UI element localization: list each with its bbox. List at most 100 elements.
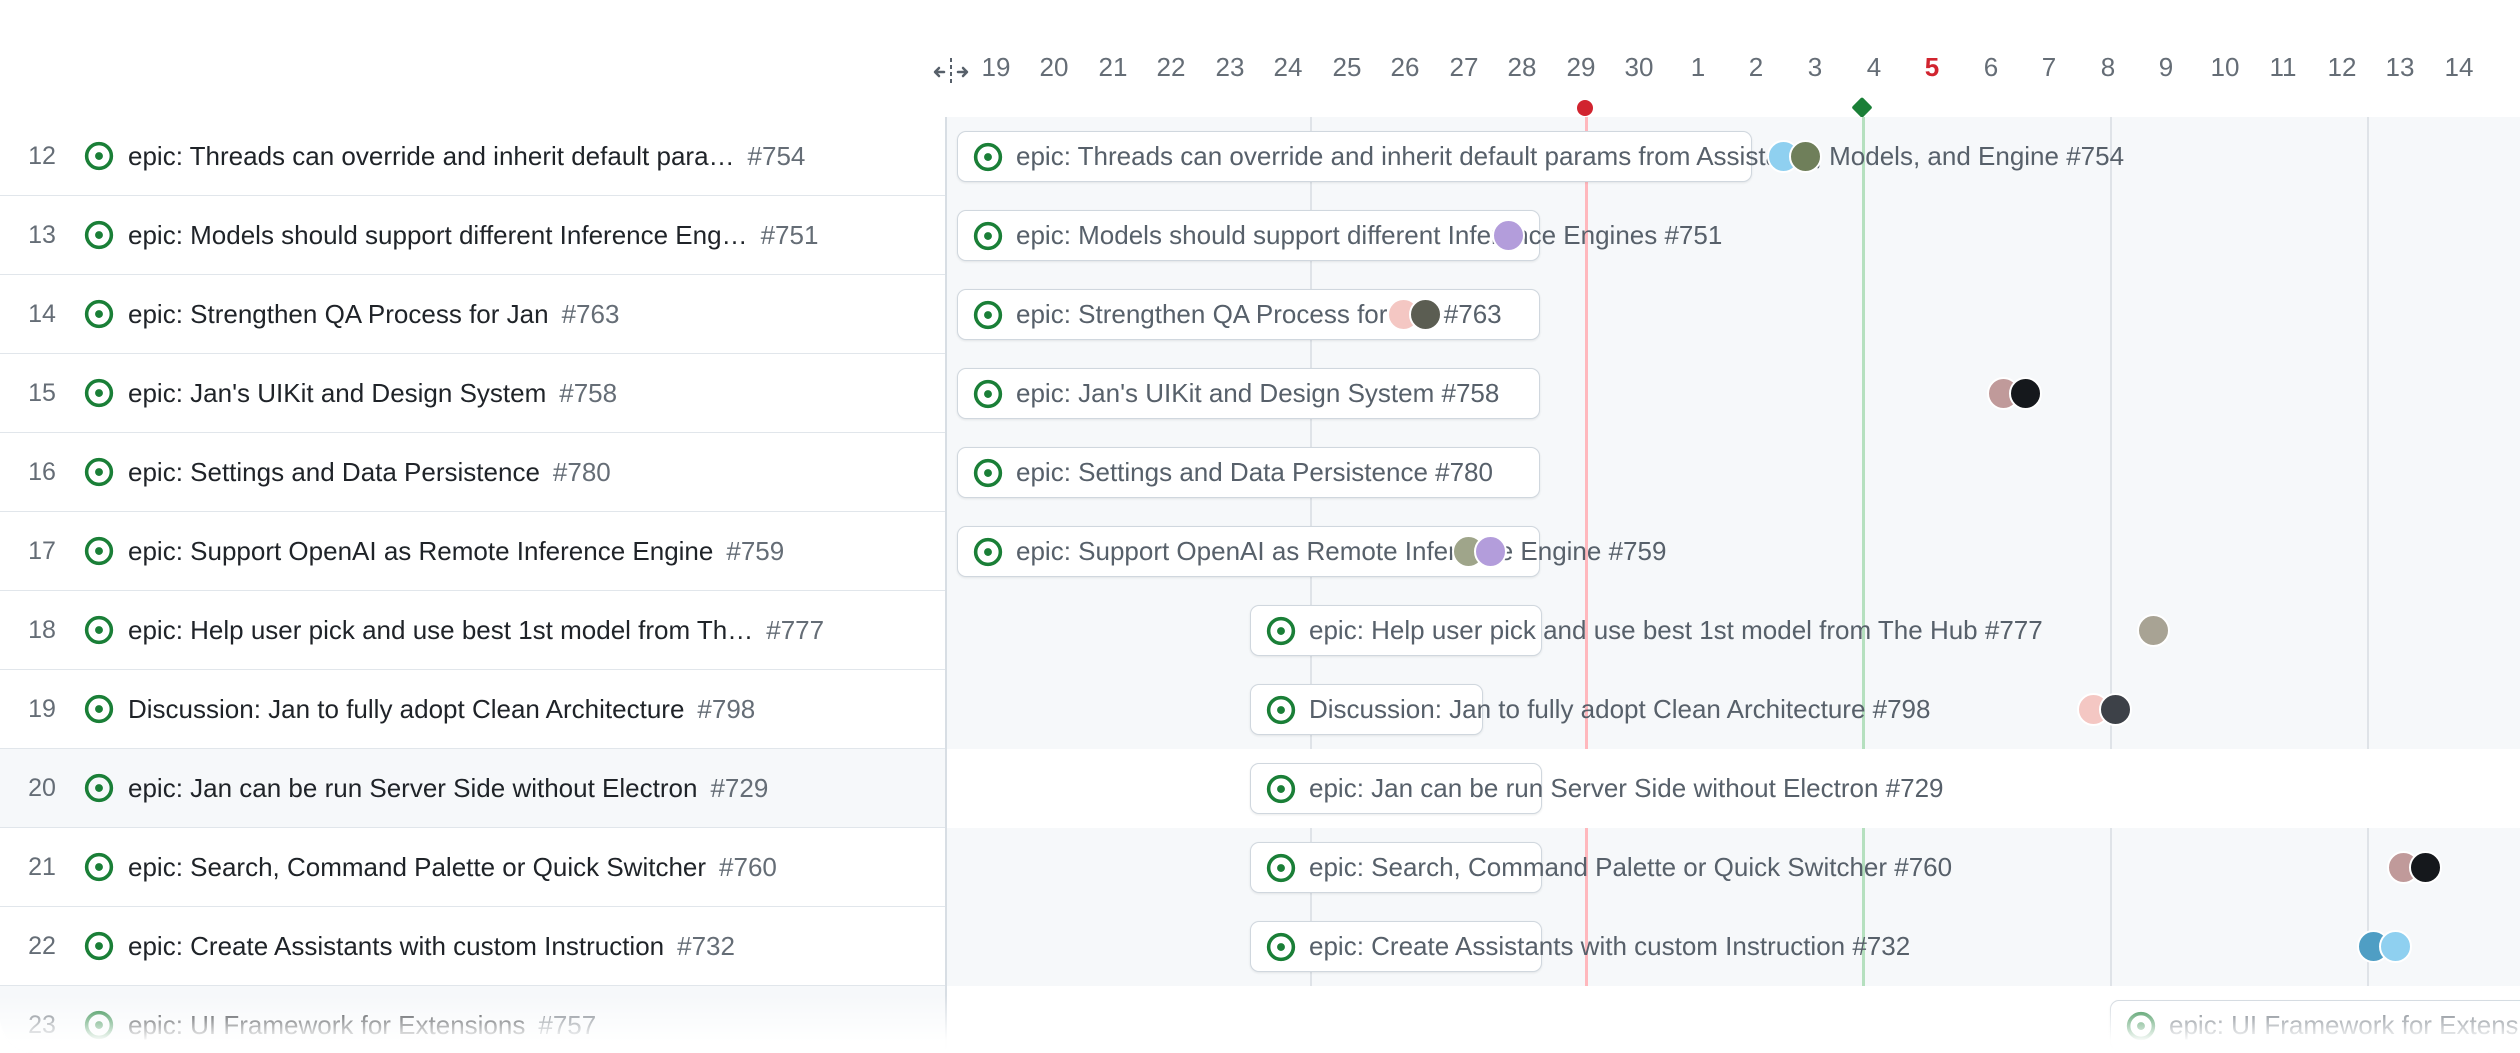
timeline-bar-label: epic: Create Assistants with custom Inst… (1309, 931, 1911, 961)
open-issue-icon (84, 378, 114, 408)
issue-number[interactable]: #751 (760, 219, 819, 250)
table-row[interactable]: 23 epic: UI Framework for Extensions #757 (0, 986, 945, 1053)
table-row[interactable]: 12 epic: Threads can override and inherit… (0, 117, 945, 196)
open-issue-icon (1266, 932, 1296, 962)
issue-number[interactable]: #759 (726, 535, 785, 566)
timeline-bar[interactable]: epic: Create Assistants with custom Inst… (1250, 921, 1910, 972)
issue-title[interactable]: epic: Help user pick and use best 1st mo… (128, 614, 754, 645)
timeline-panel[interactable]: epic: Threads can override and inherit d… (947, 117, 2520, 1053)
table-row[interactable]: 22 epic: Create Assistants with custom In… (0, 907, 945, 986)
timeline-row: epic: Jan can be run Server Side without… (947, 749, 2520, 828)
issue-title[interactable]: epic: Jan's UIKit and Design System (128, 377, 547, 408)
timeline-bar[interactable]: epic: Help user pick and use best 1st mo… (1250, 605, 2043, 656)
timeline-bar[interactable]: epic: Models should support different In… (957, 210, 1722, 261)
assignee-avatars (2357, 930, 2412, 963)
timeline-bar[interactable]: Discussion: Jan to fully adopt Clean Arc… (1250, 684, 1930, 735)
open-issue-icon (973, 537, 1003, 567)
assignee-avatars (1987, 377, 2042, 410)
issue-number[interactable]: #763 (561, 298, 620, 329)
avatar[interactable] (2137, 614, 2170, 647)
avatar[interactable] (2379, 930, 2412, 963)
issue-title[interactable]: epic: UI Framework for Extensions (128, 1009, 526, 1040)
issue-title[interactable]: epic: Threads can override and inherit d… (128, 140, 735, 171)
assignee-avatars (2387, 851, 2442, 884)
issue-title[interactable]: Discussion: Jan to fully adopt Clean Arc… (128, 693, 685, 724)
open-issue-icon (973, 458, 1003, 488)
issue-list-panel[interactable]: 12 epic: Threads can override and inherit… (0, 117, 947, 1053)
date-tick: 24 (1273, 52, 1303, 82)
date-tick: 26 (1390, 52, 1420, 82)
table-row[interactable]: 21 epic: Search, Command Palette or Quick… (0, 828, 945, 907)
table-row[interactable]: 19 Discussion: Jan to fully adopt Clean A… (0, 670, 945, 749)
issue-number[interactable]: #760 (719, 851, 777, 882)
avatar[interactable] (1987, 377, 2020, 410)
issue-title[interactable]: epic: Create Assistants with custom Inst… (128, 930, 665, 961)
issue-number[interactable]: #754 (747, 140, 806, 171)
table-row[interactable]: 15 epic: Jan's UIKit and Design System #75… (0, 354, 945, 433)
table-row[interactable]: 20 epic: Jan can be run Server Side witho… (0, 749, 945, 828)
timeline-bar[interactable]: epic: Jan's UIKit and Design System #758 (957, 368, 1540, 419)
issue-number[interactable]: #732 (677, 930, 735, 961)
timeline-bar[interactable]: epic: Threads can override and inherit d… (957, 131, 2124, 182)
timeline-row: Discussion: Jan to fully adopt Clean Arc… (947, 670, 2520, 749)
row-number: 19 (28, 694, 56, 723)
assignee-avatars (2137, 614, 2170, 647)
issue-title[interactable]: epic: Strengthen QA Process for Jan (128, 298, 549, 329)
avatar[interactable] (2099, 693, 2132, 726)
roadmap-body: 12 epic: Threads can override and inherit… (0, 117, 2520, 1053)
date-tick: 19 (981, 52, 1011, 82)
timeline-bar[interactable]: epic: Settings and Data Persistence #780 (957, 447, 1540, 498)
avatar[interactable] (2357, 930, 2390, 963)
issue-title[interactable]: epic: Support OpenAI as Remote Inference… (128, 535, 714, 566)
timeline-row: epic: Strengthen QA Process for Jan #763 (947, 275, 2520, 354)
table-row[interactable]: 13 epic: Models should support different … (0, 196, 945, 275)
issue-number[interactable]: #798 (697, 693, 756, 724)
timeline-row: epic: Create Assistants with custom Inst… (947, 907, 2520, 986)
table-row[interactable]: 18 epic: Help user pick and use best 1st … (0, 591, 945, 670)
issue-title[interactable]: epic: Search, Command Palette or Quick S… (128, 851, 707, 882)
timeline-row: epic: Models should support different In… (947, 196, 2520, 275)
row-number: 18 (28, 615, 56, 644)
row-number: 20 (28, 773, 56, 802)
timeline-bar[interactable]: epic: UI Framework for Extensions #757 (2110, 1000, 2520, 1051)
issue-number[interactable]: #780 (552, 456, 611, 487)
row-number: 15 (28, 378, 56, 407)
issue-number[interactable]: #758 (559, 377, 618, 408)
issue-title[interactable]: epic: Jan can be run Server Side without… (128, 772, 698, 803)
open-issue-icon (84, 852, 114, 882)
gridlines (947, 117, 2520, 1053)
milestone-marker-diamond[interactable] (1851, 96, 1873, 119)
timeline-bar[interactable]: epic: Strengthen QA Process for Jan #763 (957, 289, 1540, 340)
date-tick: 1 (1690, 52, 1706, 82)
avatar[interactable] (2387, 851, 2420, 884)
row-number: 21 (28, 852, 56, 881)
table-row[interactable]: 16 epic: Settings and Data Persistence #78… (0, 433, 945, 512)
row-number: 16 (28, 457, 56, 486)
assignee-avatars (2077, 693, 2132, 726)
avatar[interactable] (2162, 772, 2195, 805)
issue-number[interactable]: #757 (538, 1009, 597, 1040)
issue-title[interactable]: epic: Settings and Data Persistence (128, 456, 540, 487)
date-tick: 21 (1098, 52, 1128, 82)
timeline-bar[interactable]: epic: Support OpenAI as Remote Inference… (957, 526, 1666, 577)
timeline-bar-label: epic: Threads can override and inherit d… (1016, 141, 2125, 171)
timeline-bar-label: Discussion: Jan to fully adopt Clean Arc… (1309, 694, 1931, 724)
table-row[interactable]: 14 epic: Strengthen QA Process for Jan #76… (0, 275, 945, 354)
date-tick: 12 (2327, 52, 2357, 82)
date-tick: 20 (1039, 52, 1069, 82)
timeline-row: epic: Search, Command Palette or Quick S… (947, 828, 2520, 907)
timeline-bar[interactable]: epic: Search, Command Palette or Quick S… (1250, 842, 1952, 893)
issue-title[interactable]: epic: Models should support different In… (128, 219, 748, 250)
issue-number[interactable]: #777 (766, 614, 825, 645)
avatar[interactable] (2009, 377, 2042, 410)
issue-number[interactable]: #729 (710, 772, 769, 803)
avatar[interactable] (2077, 693, 2110, 726)
open-issue-icon (84, 615, 114, 645)
timeline-bar[interactable]: epic: Jan can be run Server Side without… (1250, 763, 1944, 814)
avatar[interactable] (2409, 851, 2442, 884)
date-tick: 27 (1449, 52, 1479, 82)
open-issue-icon (84, 457, 114, 487)
table-row[interactable]: 17 epic: Support OpenAI as Remote Inferen… (0, 512, 945, 591)
date-tick: 10 (2210, 52, 2240, 82)
open-issue-icon (973, 379, 1003, 409)
